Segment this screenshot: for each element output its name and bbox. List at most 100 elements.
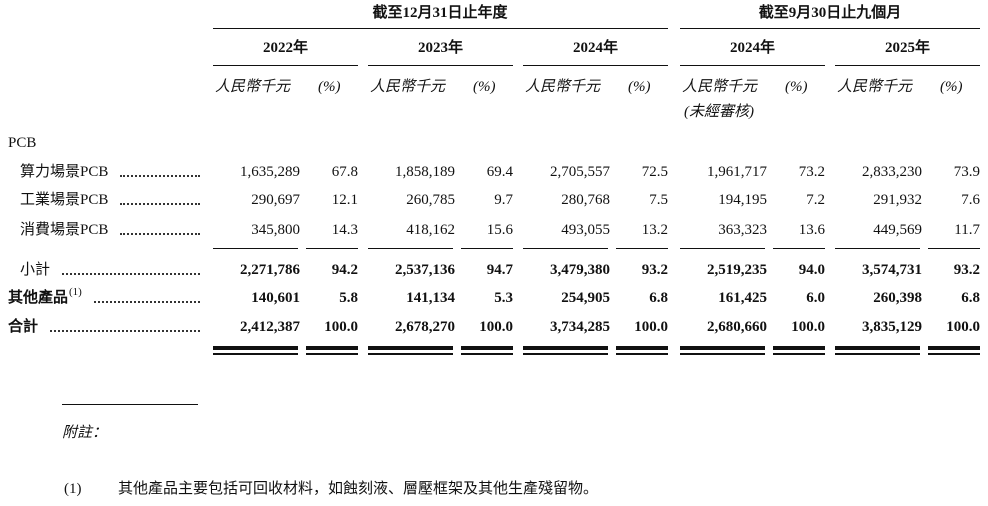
year: 2023年 <box>417 40 463 56</box>
percent: 94.7 <box>486 262 513 278</box>
unit-label: 人民幣千元 <box>215 79 291 95</box>
rule <box>680 28 980 29</box>
amount: 2,680,660 <box>707 319 767 335</box>
year: 2024年 <box>729 40 775 56</box>
rule <box>306 346 358 350</box>
rule <box>306 248 358 249</box>
rule <box>616 346 668 350</box>
rule <box>616 353 668 355</box>
year: 2024年 <box>572 40 618 56</box>
amount: 1,961,717 <box>707 164 767 180</box>
rule <box>523 346 608 350</box>
rule <box>680 248 765 249</box>
amount: 260,785 <box>406 192 455 208</box>
unit-label: 人民幣千元 <box>682 79 758 95</box>
rule <box>368 248 453 249</box>
rule <box>835 248 920 249</box>
percent: 73.9 <box>953 164 980 180</box>
rule <box>928 353 980 355</box>
year: 2022年 <box>262 40 308 56</box>
notes-title: 附註： <box>62 425 108 441</box>
rule <box>773 248 825 249</box>
row-label: 消費場景PCB <box>20 222 109 238</box>
footnote-ref: (1) <box>69 286 82 298</box>
amount: 260,398 <box>873 290 922 306</box>
amount: 3,479,380 <box>550 262 610 278</box>
percent: 93.2 <box>641 262 668 278</box>
row-label: 合計 <box>8 319 39 335</box>
percent: 73.2 <box>798 164 825 180</box>
leader-dots <box>120 203 200 205</box>
rule <box>306 353 358 355</box>
rule <box>680 65 825 66</box>
rule <box>213 353 298 355</box>
leader-dots <box>120 175 200 177</box>
percent: 6.8 <box>649 290 668 306</box>
rule <box>213 28 668 29</box>
amount: 2,678,270 <box>395 319 455 335</box>
row-label: 其他產品 <box>8 290 69 306</box>
unaudited-note: (未經審核) <box>684 104 754 120</box>
unit-label: 人民幣千元 <box>370 79 446 95</box>
percent: 7.6 <box>961 192 980 208</box>
percent: 7.5 <box>649 192 668 208</box>
row-label: 工業場景PCB <box>20 192 109 208</box>
rule <box>523 353 608 355</box>
amount: 194,195 <box>718 192 767 208</box>
rule <box>928 248 980 249</box>
percent: 100.0 <box>479 319 513 335</box>
rule <box>835 65 980 66</box>
amount: 291,932 <box>873 192 922 208</box>
amount: 2,519,235 <box>707 262 767 278</box>
rule <box>523 65 668 66</box>
amount: 2,833,230 <box>862 164 922 180</box>
percent: 13.6 <box>798 222 825 238</box>
unit-label: 人民幣千元 <box>525 79 601 95</box>
percent: 100.0 <box>946 319 980 335</box>
group-title: 截至9月30日止九個月 <box>758 5 902 21</box>
rule <box>680 353 765 355</box>
amount: 2,705,557 <box>550 164 610 180</box>
percent: 72.5 <box>641 164 668 180</box>
rule <box>773 353 825 355</box>
percent: 100.0 <box>791 319 825 335</box>
rule <box>213 65 358 66</box>
amount: 345,800 <box>251 222 300 238</box>
rule <box>213 248 298 249</box>
amount: 2,412,387 <box>240 319 300 335</box>
amount: 3,835,129 <box>862 319 922 335</box>
percent: 5.3 <box>494 290 513 306</box>
amount: 3,574,731 <box>862 262 922 278</box>
rule <box>368 65 513 66</box>
rule <box>928 346 980 350</box>
rule <box>461 346 513 350</box>
rule <box>62 404 198 405</box>
unit-label: (%) <box>628 79 651 95</box>
leader-dots <box>62 273 200 275</box>
percent: 15.6 <box>486 222 513 238</box>
percent: 100.0 <box>324 319 358 335</box>
group-title: 截至12月31日止年度 <box>372 5 508 21</box>
leader-dots <box>120 233 200 235</box>
rule <box>368 353 453 355</box>
amount: 493,055 <box>561 222 610 238</box>
amount: 140,601 <box>251 290 300 306</box>
rule <box>835 346 920 350</box>
amount: 141,134 <box>406 290 455 306</box>
percent: 7.2 <box>806 192 825 208</box>
rule <box>368 346 453 350</box>
unit-label: (%) <box>785 79 808 95</box>
leader-dots <box>50 330 200 332</box>
amount: 161,425 <box>718 290 767 306</box>
percent: 9.7 <box>494 192 513 208</box>
section-label: PCB <box>8 135 37 151</box>
percent: 11.7 <box>954 222 980 238</box>
amount: 3,734,285 <box>550 319 610 335</box>
amount: 290,697 <box>251 192 300 208</box>
percent: 67.8 <box>331 164 358 180</box>
rule <box>616 248 668 249</box>
percent: 93.2 <box>953 262 980 278</box>
unit-label: (%) <box>473 79 496 95</box>
percent: 100.0 <box>634 319 668 335</box>
